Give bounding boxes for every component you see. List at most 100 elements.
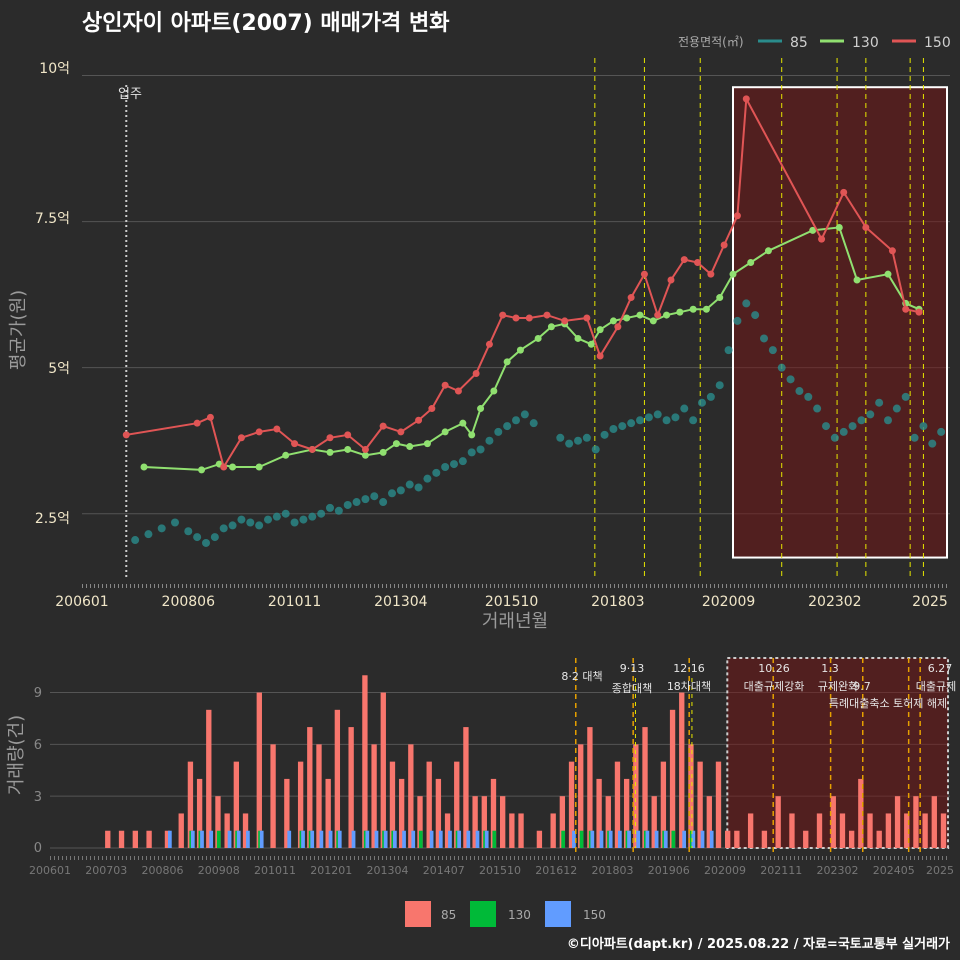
bar-85-19 <box>325 778 331 848</box>
point-150-13 <box>397 428 405 436</box>
bar-150-49 <box>627 830 631 848</box>
bottom-x-tick-13: 202111 <box>760 864 802 877</box>
point-150-21 <box>512 314 520 322</box>
bar-legend-label-85: 85 <box>441 908 456 922</box>
annotation-6-27-text: 대출규제 <box>916 680 956 693</box>
point-130-31 <box>663 311 671 319</box>
bar-85-43 <box>568 761 575 848</box>
point-130-30 <box>649 317 657 325</box>
bar-150-11 <box>236 830 241 848</box>
bar-150-48 <box>617 830 622 848</box>
point-150-11 <box>361 445 369 453</box>
bar-85-11 <box>233 761 240 848</box>
bar-150-16 <box>301 830 305 848</box>
point-85-36 <box>467 448 476 457</box>
top-x-tick-3: 201304 <box>374 594 428 610</box>
point-85-43 <box>529 419 538 428</box>
point-130-12 <box>406 443 414 451</box>
bar-85-76 <box>904 813 910 848</box>
bar-85-46 <box>596 778 602 848</box>
bottom-x-tick-12: 202009 <box>704 864 746 877</box>
point-85-5 <box>193 533 202 542</box>
point-85-41 <box>512 416 520 425</box>
chart-title: 상인자이 아파트(2007) 매매가격 변화 <box>82 11 449 36</box>
point-85-57 <box>671 413 680 422</box>
annotation-9-7-date: 9.7 <box>853 680 871 693</box>
bottom-highlight-region <box>726 657 949 849</box>
bottom-x-tick-11: 201906 <box>648 864 690 877</box>
point-130-11 <box>392 440 400 448</box>
price-series <box>122 95 946 547</box>
bottom-policy-lines <box>575 658 921 856</box>
point-130-34 <box>702 305 710 313</box>
bar-85-36 <box>490 778 497 848</box>
point-130-17 <box>477 405 485 413</box>
bar-85-8 <box>206 709 212 848</box>
point-130-26 <box>596 326 604 334</box>
point-130-37 <box>747 258 755 266</box>
point-85-39 <box>494 427 503 436</box>
point-85-60 <box>698 398 706 407</box>
bottom-x-ticks: 200601 200703 200806 200908 201011 201201 2013… <box>29 864 954 877</box>
bottom-x-tick-8: 201510 <box>479 864 521 877</box>
annotation-9-7-text: 특례대출축소 토허제 해제 <box>829 696 947 710</box>
point-150-27 <box>614 323 622 331</box>
bottom-x-tick-10: 201803 <box>592 864 634 877</box>
point-85-55 <box>653 410 662 419</box>
point-85-14 <box>272 512 281 521</box>
bar-150-31 <box>448 830 452 848</box>
point-130-39 <box>809 226 817 234</box>
annotation-8-2: 8·2 대책 <box>561 670 602 683</box>
bar-85-75 <box>894 796 901 848</box>
point-85-48 <box>591 445 600 454</box>
point-85-1 <box>144 530 153 539</box>
bar-150-45 <box>590 830 595 848</box>
y-tick-10: 10억 <box>39 61 70 77</box>
bar-150-33 <box>466 830 471 848</box>
point-150-43 <box>915 308 923 316</box>
point-130-36 <box>729 270 737 278</box>
point-130-28 <box>623 314 631 322</box>
bar-85-18 <box>316 744 322 848</box>
point-85-13 <box>264 515 272 524</box>
volume-bars <box>105 675 947 848</box>
bar-85-59 <box>715 761 722 848</box>
bar-85-31 <box>444 813 451 848</box>
point-130-14 <box>441 428 449 436</box>
bar-85-7 <box>196 778 203 848</box>
annotation-6-27-date: 6.27 <box>928 662 953 675</box>
bar-85-53 <box>660 761 667 848</box>
bar-150-6 <box>190 830 195 848</box>
point-150-9 <box>326 434 334 442</box>
bar-85-66 <box>803 830 809 848</box>
point-85-75 <box>830 433 839 442</box>
bar-85-22 <box>362 675 368 848</box>
bar-85-32 <box>454 761 460 848</box>
point-150-22 <box>525 314 533 322</box>
point-85-30 <box>414 483 423 492</box>
point-150-0 <box>122 431 130 439</box>
point-85-71 <box>795 387 804 396</box>
point-150-24 <box>561 317 569 325</box>
point-150-6 <box>273 425 281 433</box>
point-85-54 <box>644 413 653 422</box>
point-85-27 <box>388 489 396 498</box>
bar-85-26 <box>398 778 405 848</box>
point-85-11 <box>246 518 255 527</box>
point-130-18 <box>490 387 498 395</box>
annotation-10-26-date: 10.26 <box>758 662 790 675</box>
bar-85-9 <box>215 796 221 848</box>
point-150-20 <box>499 311 507 319</box>
point-130-8 <box>344 445 352 453</box>
bar-y-axis-label: 거래량(건) <box>6 715 27 795</box>
point-85-49 <box>600 430 609 439</box>
bar-85-40 <box>536 830 543 848</box>
top-x-tick-7: 202302 <box>808 594 861 610</box>
y-tick-7-5: 7.5억 <box>35 211 70 227</box>
x-axis-label: 거래년월 <box>482 611 548 632</box>
bottom-x-tick-0: 200601 <box>29 864 71 877</box>
bar-150-20 <box>337 830 342 848</box>
point-150-28 <box>627 294 635 302</box>
bar-85-27 <box>408 744 414 848</box>
bar-150-22 <box>365 830 370 848</box>
